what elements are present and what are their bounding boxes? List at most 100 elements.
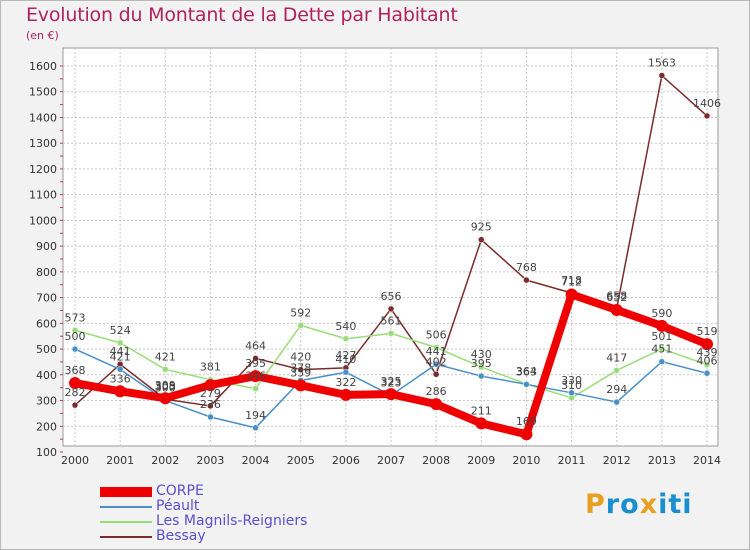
data-point	[432, 360, 440, 368]
data-point	[610, 303, 623, 316]
data-point	[71, 401, 79, 409]
data-label: 346	[245, 370, 266, 383]
data-point	[342, 368, 350, 376]
legend-swatch	[100, 520, 152, 523]
y-tick-label: 1300	[29, 137, 57, 150]
data-label: 395	[245, 357, 266, 370]
data-point	[655, 319, 668, 332]
data-label: 1406	[693, 97, 721, 110]
data-point	[387, 330, 395, 337]
data-label: 925	[471, 221, 492, 234]
y-tick-label: 400	[36, 369, 57, 382]
y-tick-label: 300	[36, 395, 57, 408]
legend-swatch	[100, 535, 152, 538]
x-tick-label: 2011	[558, 454, 586, 467]
data-point	[339, 388, 352, 401]
x-tick-label: 2014	[693, 454, 721, 467]
y-tick-label: 1600	[29, 60, 57, 73]
data-point	[658, 358, 666, 365]
data-label: 279	[200, 387, 221, 400]
data-point	[475, 417, 488, 430]
data-label: 439	[697, 346, 718, 359]
data-point	[116, 339, 124, 347]
y-tick-label: 600	[36, 317, 57, 330]
x-tick-label: 2013	[648, 454, 676, 467]
data-point	[204, 379, 217, 392]
plot-area	[62, 47, 719, 447]
axes: 100 200 300 400 500 600 700 800 900 1000 1100 1200 1…	[29, 60, 721, 467]
data-point	[565, 288, 578, 301]
data-point	[478, 363, 485, 371]
data-point	[658, 72, 666, 79]
logo-letter: i	[682, 489, 693, 520]
data-label: 378	[290, 361, 311, 374]
legend-swatch	[100, 486, 152, 497]
data-point	[703, 361, 711, 369]
data-point	[432, 344, 440, 351]
data-point	[71, 345, 79, 353]
y-tick-label: 200	[36, 420, 57, 433]
y-tick-label: 800	[36, 266, 57, 279]
data-label: 500	[65, 330, 86, 343]
chart-title: Evolution du Montant de la Dette par Hab…	[26, 4, 458, 26]
logo-letter: t	[668, 489, 683, 520]
unit-label: (en €)	[26, 29, 59, 42]
data-point	[430, 398, 443, 411]
logo-letter: r	[605, 489, 621, 520]
data-label: 322	[335, 376, 356, 389]
data-label: 658	[606, 289, 627, 302]
data-point	[162, 366, 169, 373]
y-tick-label: 1200	[29, 163, 57, 176]
y-tick-label: 1100	[29, 189, 57, 202]
grid	[62, 47, 719, 447]
data-label: 364	[516, 365, 537, 378]
legend: CORPE Péault Les Magnils-Reigniers Bessay	[100, 484, 360, 544]
data-label: 768	[516, 261, 537, 274]
data-label: 427	[335, 349, 356, 362]
data-point	[252, 424, 259, 432]
data-label: 336	[110, 372, 131, 385]
legend-item: Péault	[100, 499, 360, 514]
data-point	[159, 392, 172, 405]
data-label: 410	[335, 353, 356, 366]
data-label: 395	[471, 357, 492, 370]
data-label: 286	[426, 385, 447, 398]
data-point	[658, 345, 666, 353]
legend-item: Les Magnils-Reigniers	[100, 514, 360, 529]
legend-swatch	[100, 505, 152, 508]
data-label: 656	[381, 290, 402, 303]
series-layer	[69, 72, 713, 441]
data-point	[252, 385, 259, 392]
data-label: 294	[606, 383, 627, 396]
data-label: 524	[110, 324, 131, 337]
x-tick-label: 2000	[61, 454, 89, 467]
legend-label: Les Magnils-Reigniers	[156, 513, 308, 529]
y-tick-label: 1000	[29, 214, 57, 227]
data-point	[342, 335, 350, 343]
data-point	[478, 236, 485, 243]
legend-label: Péault	[156, 498, 200, 514]
data-point	[703, 112, 711, 120]
data-label: 712	[561, 276, 582, 289]
data-label: 441	[426, 345, 447, 358]
y-tick-label: 500	[36, 343, 57, 356]
data-label: 363	[516, 365, 537, 378]
y-tick-label: 100	[36, 446, 57, 459]
data-point	[114, 385, 127, 398]
y-tick-label: 700	[36, 292, 57, 305]
data-label: 561	[381, 314, 402, 327]
data-point	[294, 379, 307, 392]
data-label: 381	[200, 361, 221, 374]
data-point	[568, 389, 575, 397]
data-label: 310	[561, 379, 582, 392]
data-label: 506	[426, 329, 447, 342]
data-point	[207, 413, 214, 421]
data-label: 430	[471, 348, 492, 361]
data-label: 417	[606, 351, 627, 364]
data-label: 451	[651, 343, 672, 356]
y-tick-label: 1500	[29, 86, 57, 99]
data-label: 540	[335, 320, 356, 333]
data-label: 406	[697, 354, 718, 367]
x-tick-label: 2008	[422, 454, 450, 467]
